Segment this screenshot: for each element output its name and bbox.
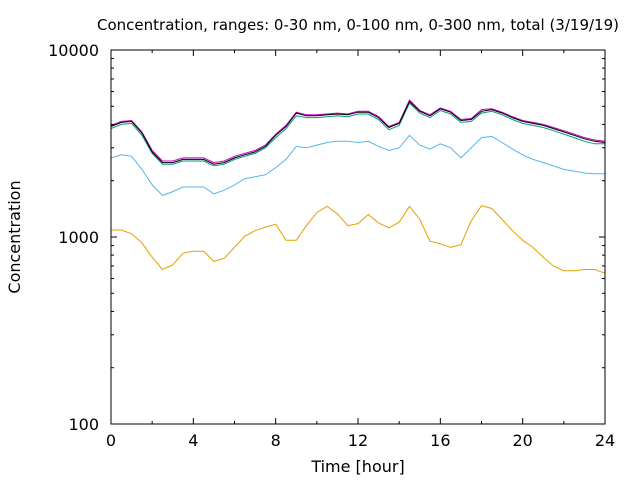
series-line-1 (111, 205, 606, 274)
x-tick-label: 8 (271, 431, 281, 450)
y-tick-label: 100 (68, 415, 99, 434)
plot-frame (110, 49, 606, 425)
series-line-2 (110, 134, 605, 196)
series-line-4 (110, 99, 606, 164)
series-layer (110, 99, 606, 274)
x-tick-labels: 0 4 8 12 16 20 24 (106, 431, 615, 450)
x-tick-label: 20 (512, 431, 532, 450)
series-line-3 (110, 102, 605, 167)
x-tick-label: 16 (430, 431, 450, 450)
y-tick-label: 10000 (48, 41, 99, 60)
y-tick-label: 1000 (58, 228, 99, 247)
x-tick-label: 24 (595, 431, 615, 450)
x-tick-label: 12 (348, 431, 368, 450)
chart-title: Concentration, ranges: 0-30 nm, 0-100 nm… (97, 16, 619, 34)
series-line-5 (110, 100, 606, 165)
x-tick-label: 0 (106, 431, 116, 450)
x-axis-label: Time [hour] (310, 457, 404, 476)
y-tick-labels: 100 1000 10000 (48, 41, 99, 434)
x-tick-label: 4 (188, 431, 198, 450)
y-axis-label: Concentration (5, 180, 24, 293)
tick-layer (110, 49, 606, 425)
